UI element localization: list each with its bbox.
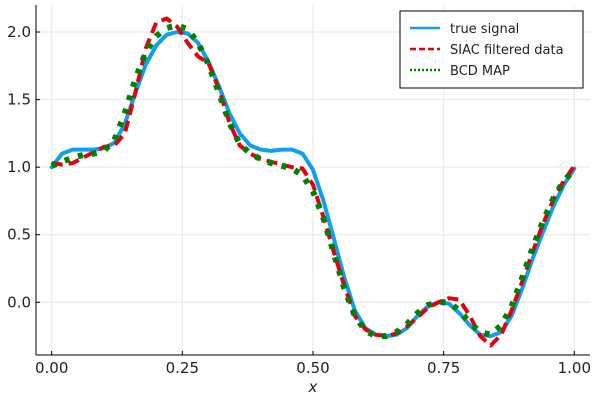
y-tick-label: 1.5 — [7, 91, 31, 109]
series-line-2 — [50, 22, 577, 340]
x-tick-label: 1.00 — [558, 359, 591, 377]
axes — [35, 5, 590, 356]
x-axis-title: x — [308, 378, 318, 396]
x-tick-label: 0.50 — [296, 359, 329, 377]
tick-labels: 0.00 0.25 0.50 0.75 1.00 0.0 0.5 1.0 1.5 2.0 — [7, 23, 591, 377]
series-line-1 — [51, 16, 576, 348]
y-tick-label: 1.0 — [7, 158, 31, 176]
x-tick-label: 0.00 — [35, 359, 68, 377]
y-tick-label: 0.5 — [7, 226, 31, 244]
legend: true signal SIAC filtered data BCD MAP — [399, 10, 584, 89]
series-lines — [49, 16, 577, 348]
y-tick-label: 0.0 — [7, 293, 31, 311]
x-tick-label: 0.75 — [427, 359, 460, 377]
x-tick-label: 0.25 — [166, 359, 199, 377]
legend-label-2: BCD MAP — [450, 64, 510, 79]
legend-label-0: true signal — [450, 22, 519, 37]
legend-label-1: SIAC filtered data — [450, 43, 564, 58]
y-tick-label: 2.0 — [7, 23, 31, 41]
